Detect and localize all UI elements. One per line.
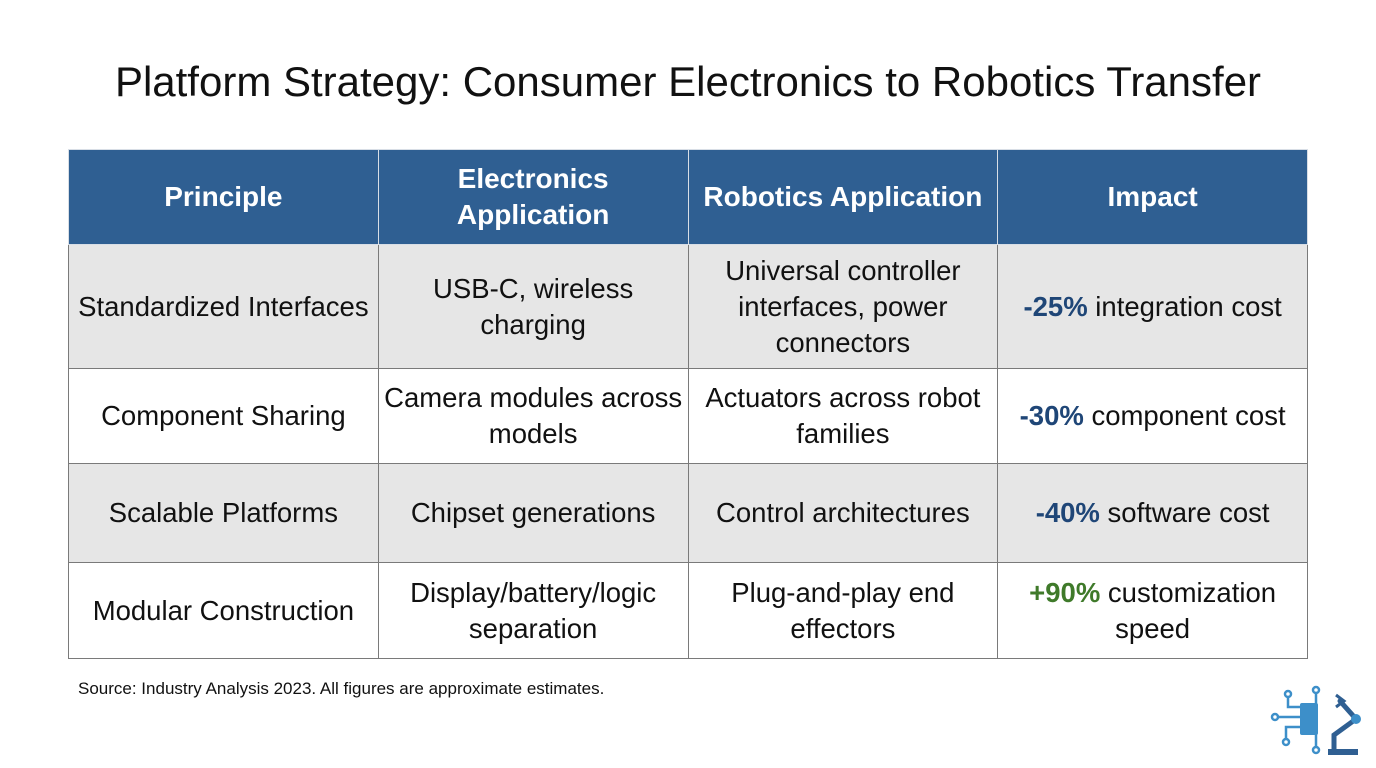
table-cell: USB-C, wireless charging [377,244,689,369]
impact-cell: +90% customization speed [997,562,1308,659]
table-cell: Universal controller interfaces, power c… [687,244,999,369]
impact-figure: -40% [1035,497,1100,528]
strategy-table: Principle Electronics Application Roboti… [68,149,1308,659]
source-note: Source: Industry Analysis 2023. All figu… [78,679,605,698]
table-cell: Modular Construction [68,562,379,659]
table-cell: Camera modules across models [377,368,689,464]
header-row: Principle Electronics Application Roboti… [68,149,1308,245]
impact-figure: -25% [1023,290,1088,322]
table-cell: Chipset generations [377,463,689,563]
impact-text: customization speed [1107,576,1277,644]
impact-text: software cost [1107,497,1270,528]
table-cell: Plug-and-play end effectors [687,562,999,659]
impact-cell: -25% integration cost [997,244,1308,369]
impact-text: integration cost [1095,290,1282,322]
header-cell: Principle [68,149,379,245]
table-cell: Control architectures [687,463,999,563]
impact-figure: +90% [1029,576,1101,608]
impact-text: component cost [1091,400,1286,431]
table-cell: Display/battery/logic separation [377,562,689,659]
table-header: Principle Electronics Application Roboti… [68,149,1308,245]
table-cell: Actuators across robot families [687,368,999,464]
impact-figure: -30% [1019,400,1084,431]
robotics-icon [1270,685,1361,755]
header-cell: Robotics Application [687,149,999,245]
table-row: Component Sharing Camera modules across m… [68,368,1308,464]
table-row: Standardized Interfaces USB-C, wireless c… [68,244,1308,369]
table-cell: Scalable Platforms [68,463,379,563]
table-cell: Component Sharing [68,368,379,464]
table-row: Modular Construction Display/battery/logi… [68,562,1308,659]
table-row: Scalable Platforms Chipset generations Con… [68,463,1308,563]
header-cell: Impact [997,149,1308,245]
impact-cell: -40% software cost [997,463,1308,563]
header-cell: Electronics Application [377,149,689,245]
title: Platform Strategy: Consumer Electronics … [114,58,1262,105]
table-body: Standardized Interfaces USB-C, wireless c… [68,244,1308,659]
table-cell: Standardized Interfaces [68,244,379,369]
impact-cell: -30% component cost [997,368,1308,464]
